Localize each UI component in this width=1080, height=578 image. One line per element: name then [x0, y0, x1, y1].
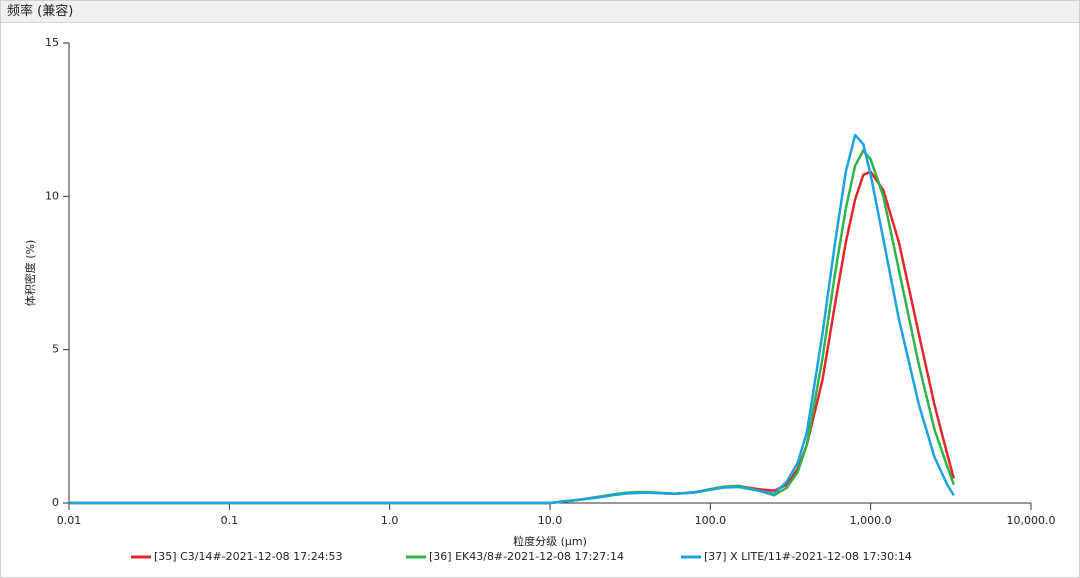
x-axis-label: 粒度分级 (μm)	[513, 534, 587, 548]
y-tick-label: 5	[52, 343, 59, 356]
x-tick-label: 10.0	[538, 514, 563, 527]
legend-label: [37] X LITE/11#-2021-12-08 17:30:14	[704, 550, 912, 563]
legend-label: [36] EK43/8#-2021-12-08 17:27:14	[429, 550, 624, 563]
x-tick-label: 1.0	[381, 514, 399, 527]
y-axis-label: 体积密度 (%)	[23, 240, 37, 307]
legend-label: [35] C3/14#-2021-12-08 17:24:53	[154, 550, 342, 563]
y-tick-label: 10	[45, 189, 59, 202]
series-line	[69, 149, 955, 505]
y-tick-label: 0	[52, 496, 59, 509]
series-line	[69, 133, 955, 505]
y-tick-label: 15	[45, 36, 59, 49]
x-tick-label: 0.1	[221, 514, 239, 527]
panel-title: 频率 (兼容)	[1, 1, 1079, 23]
x-tick-label: 1,000.0	[850, 514, 892, 527]
x-tick-label: 10,000.0	[1007, 514, 1056, 527]
x-tick-label: 0.01	[57, 514, 82, 527]
x-tick-label: 100.0	[695, 514, 727, 527]
